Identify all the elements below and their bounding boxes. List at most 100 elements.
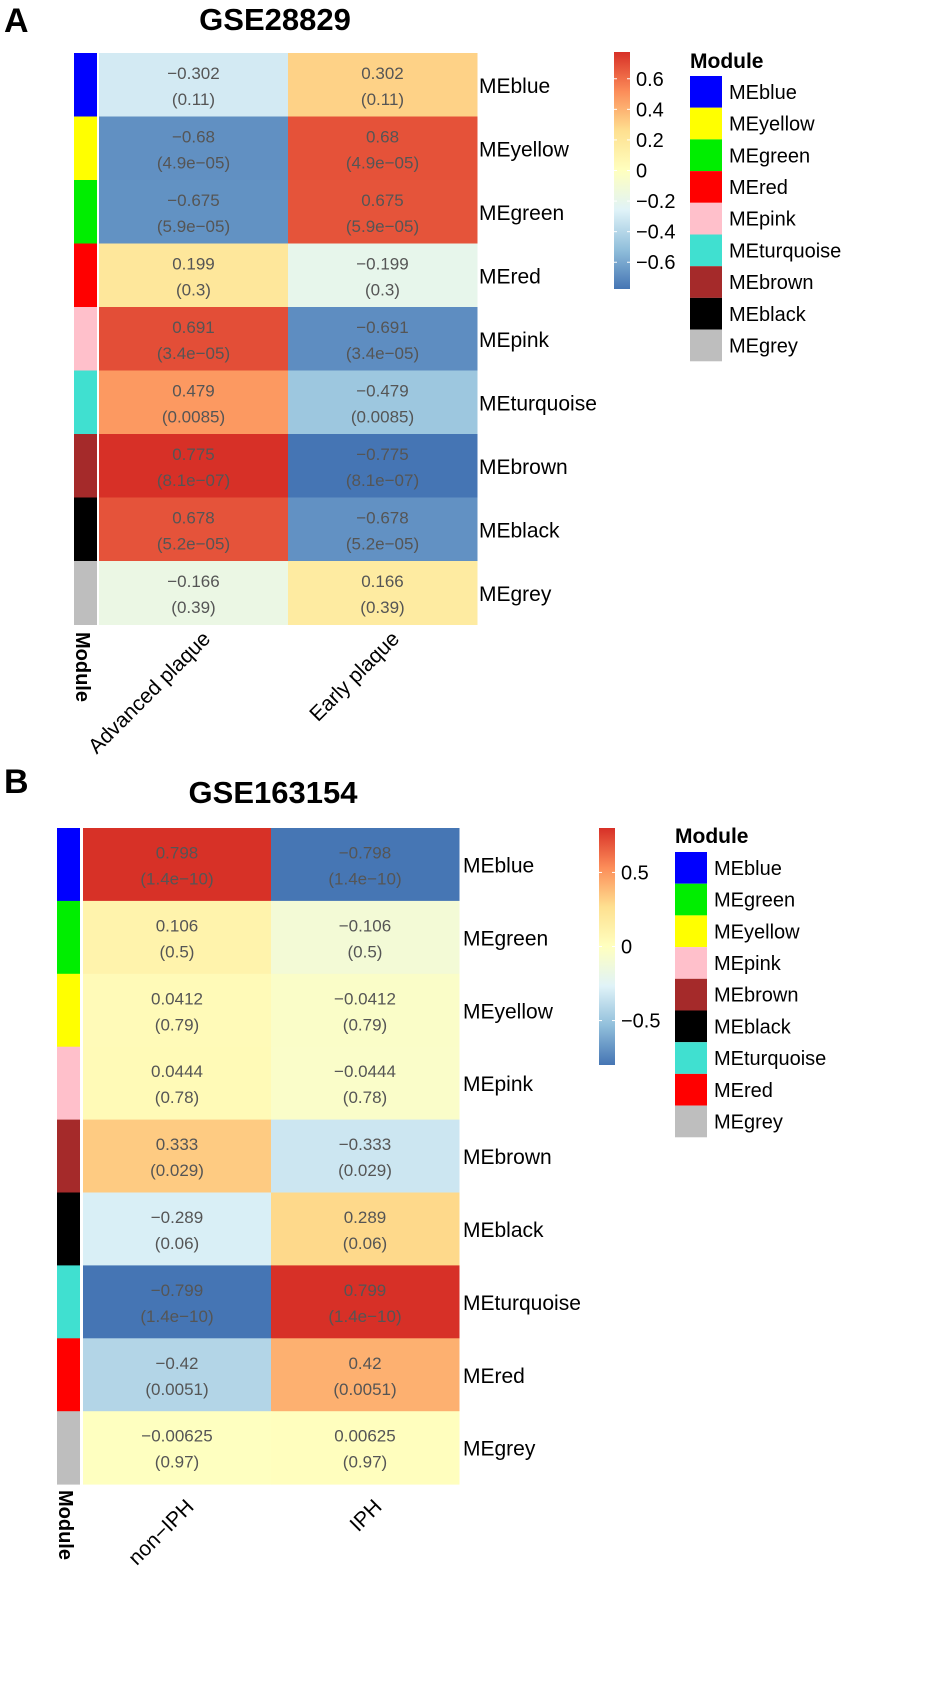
row-label: MEblack (479, 519, 560, 542)
module-axis-label: Module (71, 632, 93, 702)
cell-pvalue-label: (3.4e−05) (346, 344, 419, 363)
heatmap-cell (99, 434, 289, 498)
cell-correlation-label: 0.0444 (151, 1062, 203, 1081)
heatmap-cell (271, 1119, 460, 1193)
cell-correlation-label: −0.678 (356, 508, 408, 527)
heatmap-cell (288, 370, 478, 435)
legend-label: MEgreen (729, 145, 810, 167)
colorbar (599, 828, 615, 1065)
module-color-strip-mered (57, 1338, 80, 1412)
cell-pvalue-label: (1.4e−10) (328, 869, 401, 888)
cell-pvalue-label: (0.0051) (145, 1380, 208, 1399)
cell-correlation-label: 0.00625 (334, 1427, 395, 1446)
cell-pvalue-label: (8.1e−07) (157, 471, 230, 490)
heatmap-cell (99, 497, 289, 562)
legend-label: MEblue (714, 858, 782, 880)
colorbar-tick-label: −0.4 (636, 222, 675, 244)
row-label: MEblack (463, 1219, 544, 1242)
cell-pvalue-label: (0.029) (338, 1161, 392, 1180)
row-label: MEyellow (479, 138, 570, 161)
module-color-strip-megreen (57, 900, 80, 975)
cell-pvalue-label: (1.4e−10) (140, 1307, 213, 1326)
cell-pvalue-label: (0.0051) (333, 1380, 396, 1399)
heatmap-cell (288, 434, 478, 498)
row-label: MEgreen (479, 202, 564, 225)
cell-correlation-label: −0.302 (167, 64, 219, 83)
module-color-strip-megrey (74, 561, 97, 625)
cell-pvalue-label: (5.2e−05) (157, 534, 230, 553)
cell-correlation-label: −0.00625 (141, 1427, 212, 1446)
legend-title: Module (690, 50, 764, 73)
heatmap-cell (99, 53, 289, 117)
column-label: Advanced plaque (84, 627, 215, 758)
module-color-strip-megrey (57, 1411, 80, 1485)
cell-correlation-label: 0.775 (172, 445, 215, 464)
colorbar-tick-label: −0.2 (636, 191, 675, 213)
legend-label: MEblack (714, 1016, 792, 1038)
heatmap-cell (83, 973, 272, 1048)
cell-pvalue-label: (0.79) (155, 1015, 199, 1034)
heatmap-cell (83, 1338, 272, 1412)
legend-label: MEgrey (714, 1111, 783, 1133)
row-label: MEturquoise (479, 392, 597, 415)
legend-label: MEgrey (729, 335, 798, 357)
cell-correlation-label: −0.333 (339, 1135, 391, 1154)
legend-title: Module (675, 825, 749, 848)
heatmap-cell (83, 1265, 272, 1339)
legend-label: MEblack (729, 304, 807, 326)
heatmap-cell (288, 497, 478, 562)
cell-correlation-label: −0.68 (172, 127, 215, 146)
cell-pvalue-label: (0.3) (176, 280, 211, 299)
heatmap-cell (271, 1046, 460, 1121)
cell-pvalue-label: (0.0085) (162, 407, 225, 426)
cell-correlation-label: 0.106 (156, 916, 199, 935)
legend-label: MEbrown (729, 272, 813, 294)
cell-correlation-label: −0.199 (356, 254, 408, 273)
cell-correlation-label: 0.0412 (151, 989, 203, 1008)
cell-correlation-label: 0.302 (361, 64, 404, 83)
cell-pvalue-label: (0.06) (343, 1234, 387, 1253)
cell-pvalue-label: (0.97) (343, 1453, 387, 1472)
legend-swatch (690, 139, 722, 172)
module-color-strip-meturquoise (74, 370, 97, 435)
heatmap-cell (271, 1265, 460, 1339)
legend-swatch (690, 297, 722, 330)
cell-pvalue-label: (0.39) (171, 598, 215, 617)
module-color-strip-megreen (74, 180, 97, 244)
heatmap-cell (271, 828, 460, 902)
colorbar-tick-label: 0.5 (621, 862, 649, 884)
module-color-strip-meblue (74, 53, 97, 117)
legend-label: MEred (714, 1080, 773, 1102)
colorbar-tick-label: 0.4 (636, 99, 664, 121)
cell-correlation-label: −0.691 (356, 318, 408, 337)
heatmap-cell (99, 116, 289, 181)
cell-pvalue-label: (0.11) (361, 90, 404, 109)
cell-correlation-label: −0.106 (339, 916, 391, 935)
row-label: MEturquoise (463, 1292, 581, 1315)
module-color-strip-mepink (74, 307, 97, 371)
cell-correlation-label: −0.798 (339, 843, 391, 862)
cell-pvalue-label: (8.1e−07) (346, 471, 419, 490)
module-color-strip-meyellow (74, 116, 97, 181)
cell-pvalue-label: (5.2e−05) (346, 534, 419, 553)
row-label: MEgreen (463, 927, 548, 950)
heatmap-cell (288, 180, 478, 244)
legend-swatch (690, 107, 722, 140)
cell-correlation-label: −0.775 (356, 445, 408, 464)
legend-label: MEgreen (714, 890, 795, 912)
row-label: MEpink (463, 1073, 534, 1096)
cell-correlation-label: 0.675 (361, 191, 404, 210)
legend-label: MEyellow (729, 114, 815, 136)
cell-correlation-label: −0.675 (167, 191, 219, 210)
legend-swatch (675, 1042, 707, 1074)
cell-pvalue-label: (5.9e−05) (346, 217, 419, 236)
cell-pvalue-label: (0.79) (343, 1015, 387, 1034)
cell-pvalue-label: (0.78) (155, 1088, 199, 1107)
cell-correlation-label: −0.289 (151, 1208, 203, 1227)
legend-swatch (675, 852, 707, 884)
cell-pvalue-label: (5.9e−05) (157, 217, 230, 236)
colorbar-tick-label: 0.6 (636, 69, 664, 91)
legend-swatch (690, 234, 722, 267)
cell-pvalue-label: (1.4e−10) (140, 869, 213, 888)
